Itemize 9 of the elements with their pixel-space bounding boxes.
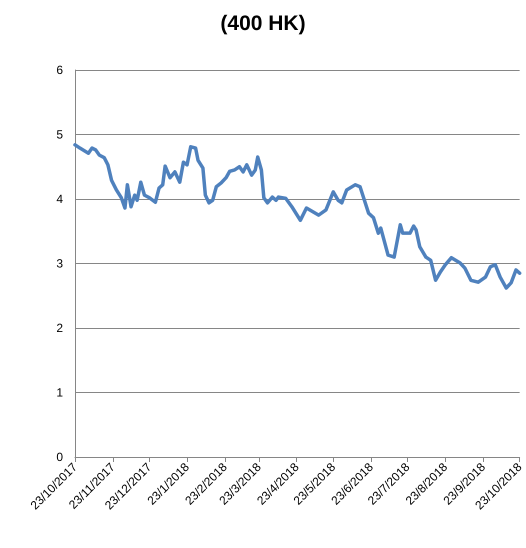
y-tick-label: 6: [56, 63, 64, 77]
line-series: [73, 143, 522, 290]
chart-title: (400 HK): [220, 12, 306, 35]
y-tick-label: 0: [56, 450, 64, 464]
y-tick-label: 4: [56, 192, 64, 206]
y-tick-label: 3: [56, 256, 64, 270]
y-tick-label: 5: [56, 128, 64, 142]
y-tick-label: 1: [56, 386, 64, 400]
y-tick-label: 2: [56, 321, 64, 335]
